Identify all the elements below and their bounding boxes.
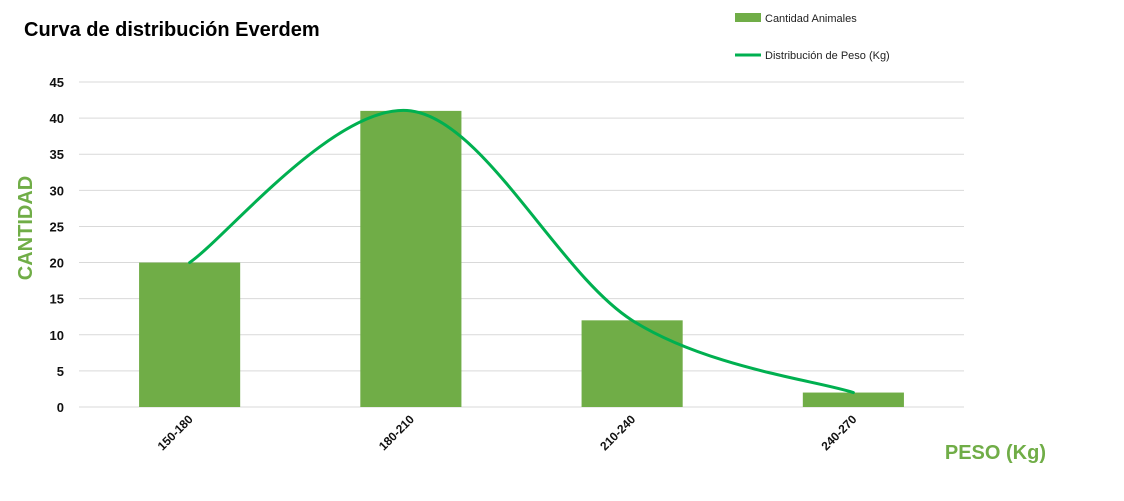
bar [581,320,683,407]
legend: Cantidad Animales Distribución de Peso (… [735,13,890,62]
bar [139,262,241,407]
x-axis-ticks: 150-180 180-210 210-240 240-270 [155,412,860,453]
bar [802,392,904,407]
x-tick-label: 180-210 [376,412,417,453]
y-tick-label: 15 [50,292,64,307]
y-tick-label: 30 [50,183,64,198]
x-tick-label: 240-270 [818,412,859,453]
y-tick-label: 5 [57,364,64,379]
legend-swatch-bars [735,13,761,22]
y-tick-label: 25 [50,219,64,234]
legend-label-line: Distribución de Peso (Kg) [765,50,890,62]
y-tick-label: 10 [50,328,64,343]
y-axis-title: CANTIDAD [15,176,37,280]
chart-title: Curva de distribución Everdem [24,19,320,41]
x-tick-label: 210-240 [597,412,638,453]
bar [360,110,462,407]
y-tick-label: 35 [50,147,64,162]
y-tick-label: 0 [57,400,64,415]
x-tick-label: 150-180 [155,412,196,453]
y-tick-label: 45 [50,75,64,90]
distribution-line-group [188,109,855,395]
bars [139,110,904,407]
y-axis-ticks: 0 5 10 15 20 25 30 35 40 45 [50,75,64,415]
y-tick-label: 20 [50,256,64,271]
legend-label-bars: Cantidad Animales [765,13,857,25]
y-tick-label: 40 [50,111,64,126]
x-axis-title: PESO (Kg) [945,442,1046,464]
distribution-line [188,109,855,395]
